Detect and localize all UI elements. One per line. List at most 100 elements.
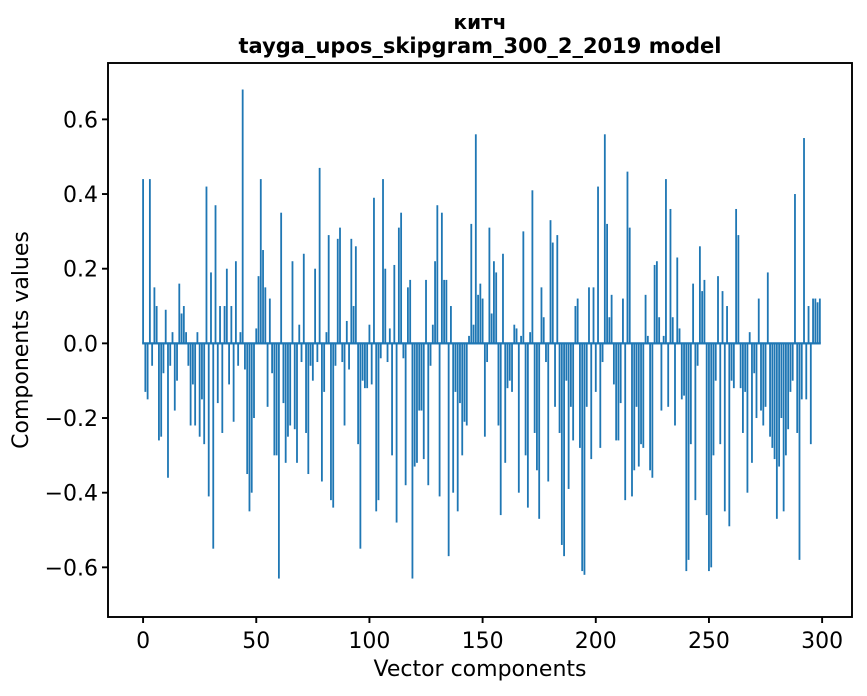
bar-component-187 [565,343,568,381]
bar-component-52 [259,179,262,344]
bar-component-251 [710,343,713,568]
bar-component-95 [357,343,360,445]
bar-component-45 [244,343,246,370]
bar-component-162 [508,343,511,381]
bar-component-70 [300,343,303,363]
bar-component-63 [284,343,287,463]
bar-component-149 [479,283,482,344]
bar-component-289 [796,343,799,433]
bar-component-215 [628,227,631,344]
bar-component-153 [488,227,491,344]
bar-component-287 [791,343,794,381]
bar-component-127 [429,343,432,366]
bar-component-85 [334,343,337,366]
bar-component-278 [771,343,774,448]
bar-component-116 [404,343,407,486]
bar-component-188 [567,343,570,489]
bar-component-92 [350,238,353,344]
bar-component-216 [631,343,633,497]
bar-component-195 [583,343,586,575]
bar-component-122 [418,343,421,411]
bar-component-297 [814,298,817,344]
bar-component-198 [590,343,593,460]
bar-component-81 [325,332,328,344]
bar-component-54 [264,287,267,344]
bar-component-129 [434,261,436,344]
bar-component-110 [391,343,393,456]
bar-component-227 [655,261,658,344]
bar-component-105 [379,343,382,359]
bar-component-146 [472,324,475,344]
bar-component-139 [456,343,459,512]
bar-component-264 [739,343,742,389]
bar-component-262 [735,208,738,344]
bar-component-97 [361,343,364,381]
bar-component-214 [626,171,629,344]
y-tick-label: 0.6 [63,108,98,133]
bar-component-62 [282,343,285,404]
bar-component-34 [219,306,221,344]
bar-component-55 [266,343,269,407]
bar-component-144 [468,335,470,344]
y-tick-label: 0.0 [63,332,98,357]
bar-component-265 [742,343,744,433]
bar-component-280 [775,343,778,519]
bar-component-142 [463,343,466,422]
bar-component-99 [366,343,369,389]
bar-component-161 [506,343,509,389]
x-tick-label: 50 [242,629,270,654]
bar-component-93 [352,306,355,344]
bar-component-246 [698,246,701,344]
bar-component-191 [574,306,577,344]
bar-component-147 [474,134,477,344]
bar-component-9 [162,343,165,374]
bar-component-271 [755,343,758,419]
bar-component-261 [732,343,735,389]
bar-component-43 [239,332,242,344]
bar-component-299 [818,298,821,344]
bar-component-16 [178,283,181,344]
bar-component-35 [221,343,224,433]
bar-component-207 [610,294,613,344]
bar-component-28 [205,186,208,344]
bar-component-102 [373,197,375,344]
bar-component-150 [481,298,484,344]
bar-component-179 [547,343,550,482]
bar-component-249 [705,343,708,516]
bar-component-158 [499,343,502,516]
bar-component-203 [601,343,604,363]
bar-component-44 [241,89,244,344]
bar-component-152 [486,343,489,363]
bar-component-78 [318,167,321,344]
bar-component-114 [400,212,403,344]
bar-component-211 [619,343,622,404]
bar-component-119 [411,343,414,579]
bar-component-252 [712,343,715,456]
chart-title-word: китч [454,10,507,34]
bar-component-50 [255,328,258,344]
bar-component-29 [207,343,210,497]
bar-component-111 [393,264,396,344]
bar-component-197 [588,287,590,344]
bar-component-79 [320,343,323,482]
bar-component-59 [275,343,278,456]
bar-component-292 [803,138,805,344]
bar-component-66 [291,261,294,344]
bar-component-106 [382,179,384,344]
bar-component-176 [540,287,543,344]
bar-component-71 [302,253,305,344]
bar-component-175 [538,343,541,519]
bar-component-185 [560,343,563,545]
bar-component-22 [191,343,194,385]
bar-component-128 [431,324,434,344]
bar-component-243 [692,283,695,344]
bar-component-285 [787,343,790,430]
bar-component-170 [526,343,529,508]
bar-component-40 [232,343,235,422]
bar-component-171 [529,332,532,344]
bar-component-204 [603,134,606,344]
bar-component-90 [345,320,348,344]
bar-component-49 [253,343,255,419]
